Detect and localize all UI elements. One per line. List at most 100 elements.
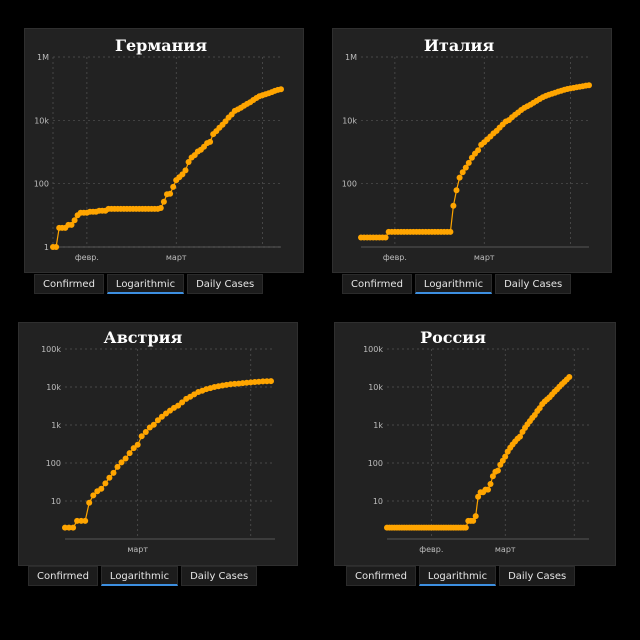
- x-tick-label: март: [166, 253, 187, 262]
- data-point: [485, 486, 491, 493]
- data-point: [110, 469, 117, 476]
- data-point: [475, 147, 482, 154]
- y-tick-label: 1: [44, 243, 49, 252]
- data-point: [118, 459, 125, 466]
- data-point: [462, 524, 469, 531]
- y-tick-label: 1k: [373, 421, 383, 430]
- view-tabs: Confirmed Logarithmic Daily Cases: [346, 566, 576, 586]
- y-tick-label: 1M: [37, 53, 49, 62]
- x-tick-label: март: [127, 545, 148, 554]
- data-point: [71, 217, 78, 224]
- data-point: [106, 474, 113, 481]
- data-point: [122, 455, 129, 462]
- tab-daily-cases[interactable]: Daily Cases: [495, 274, 572, 294]
- view-tabs: Confirmed Logarithmic Daily Cases: [342, 274, 572, 294]
- data-point: [158, 413, 165, 420]
- chart-panel-italy: Италия 100 10k 1M февр. март Confirmed Logar…: [320, 0, 640, 300]
- data-point: [74, 517, 81, 524]
- tab-daily-cases[interactable]: Daily Cases: [181, 566, 258, 586]
- data-point: [98, 485, 105, 492]
- y-tick-label: 100: [34, 180, 49, 189]
- chart-italy: Италия 100 10k 1M февр. март: [332, 28, 612, 273]
- data-point: [472, 513, 479, 520]
- data-point: [278, 86, 284, 93]
- series-line: [387, 376, 570, 529]
- y-tick-label: 10k: [46, 383, 61, 392]
- y-tick-label: 10: [51, 497, 61, 506]
- data-point: [459, 169, 466, 176]
- data-point: [465, 159, 472, 166]
- data-point: [66, 524, 72, 531]
- y-tick-label: 100k: [41, 345, 61, 354]
- data-point: [456, 174, 463, 181]
- data-point: [447, 228, 454, 235]
- data-point: [154, 417, 161, 424]
- data-point: [138, 433, 145, 440]
- x-tick-label: март: [474, 253, 495, 262]
- data-point: [160, 198, 167, 205]
- y-tick-label: 1M: [345, 53, 357, 62]
- data-point: [489, 473, 496, 480]
- data-point: [470, 517, 477, 524]
- data-point: [179, 399, 186, 406]
- data-point: [502, 453, 509, 460]
- chart-russia-svg: Россия 10 100 1k 10k 100k февр. март: [363, 328, 589, 554]
- data-point: [182, 167, 189, 174]
- series-line: [65, 380, 272, 529]
- data-point: [102, 480, 109, 487]
- y-tick-label: 100: [46, 459, 61, 468]
- data-point: [68, 221, 75, 228]
- tab-confirmed[interactable]: Confirmed: [342, 274, 412, 294]
- data-point: [487, 481, 494, 487]
- chart-panel-germany: Германия 1 100 10k 1M февр. март Confirmed Lo…: [0, 0, 320, 300]
- data-point: [150, 421, 157, 428]
- chart-italy-svg: Италия 100 10k 1M февр. март: [342, 36, 592, 262]
- tab-logarithmic[interactable]: Logarithmic: [414, 274, 493, 294]
- data-point: [175, 402, 182, 409]
- chart-russia: Россия 10 100 1k 10k 100k февр. март: [334, 322, 616, 566]
- data-point: [566, 374, 573, 380]
- tab-daily-cases[interactable]: Daily Cases: [499, 566, 576, 586]
- x-tick-label: март: [495, 545, 516, 554]
- data-point: [167, 190, 174, 197]
- tab-confirmed[interactable]: Confirmed: [34, 274, 104, 294]
- view-tabs: Confirmed Logarithmic Daily Cases: [28, 566, 258, 586]
- y-tick-label: 10k: [368, 383, 383, 392]
- y-tick-label: 10k: [342, 116, 357, 125]
- data-point: [82, 517, 89, 524]
- data-point: [142, 429, 149, 435]
- chart-germany: Германия 1 100 10k 1M февр. март: [24, 28, 304, 273]
- data-point: [70, 524, 77, 531]
- data-point: [53, 244, 60, 250]
- data-point: [134, 441, 141, 448]
- data-point: [157, 205, 164, 211]
- tab-confirmed[interactable]: Confirmed: [28, 566, 98, 586]
- y-tick-label: 10: [373, 497, 383, 506]
- chart-germany-svg: Германия 1 100 10k 1M февр. март: [34, 36, 284, 262]
- tab-logarithmic[interactable]: Logarithmic: [418, 566, 497, 586]
- data-point: [450, 202, 457, 209]
- x-tick-label: февр.: [419, 545, 443, 554]
- chart-title: Россия: [420, 328, 486, 347]
- x-tick-label: февр.: [75, 253, 99, 262]
- tab-logarithmic[interactable]: Logarithmic: [100, 566, 179, 586]
- y-tick-label: 100: [342, 180, 357, 189]
- tab-logarithmic[interactable]: Logarithmic: [106, 274, 185, 294]
- data-point: [453, 187, 460, 194]
- y-tick-label: 10k: [34, 116, 49, 125]
- tab-daily-cases[interactable]: Daily Cases: [187, 274, 264, 294]
- data-point: [586, 82, 592, 89]
- data-point: [517, 433, 523, 440]
- chart-panel-russia: Россия 10 100 1k 10k 100k февр. март Confirmed…: [320, 300, 640, 600]
- data-point: [90, 492, 97, 499]
- view-tabs: Confirmed Logarithmic Daily Cases: [34, 274, 264, 294]
- chart-title: Италия: [424, 36, 495, 55]
- data-point: [130, 445, 137, 452]
- data-point: [126, 450, 133, 457]
- chart-title: Германия: [115, 36, 207, 55]
- data-point: [382, 234, 389, 241]
- data-point: [468, 154, 475, 161]
- chart-panel-austria: Австрия 10 100 1k 10k 100k март Confirmed Log…: [0, 300, 320, 600]
- x-tick-label: февр.: [383, 253, 407, 262]
- tab-confirmed[interactable]: Confirmed: [346, 566, 416, 586]
